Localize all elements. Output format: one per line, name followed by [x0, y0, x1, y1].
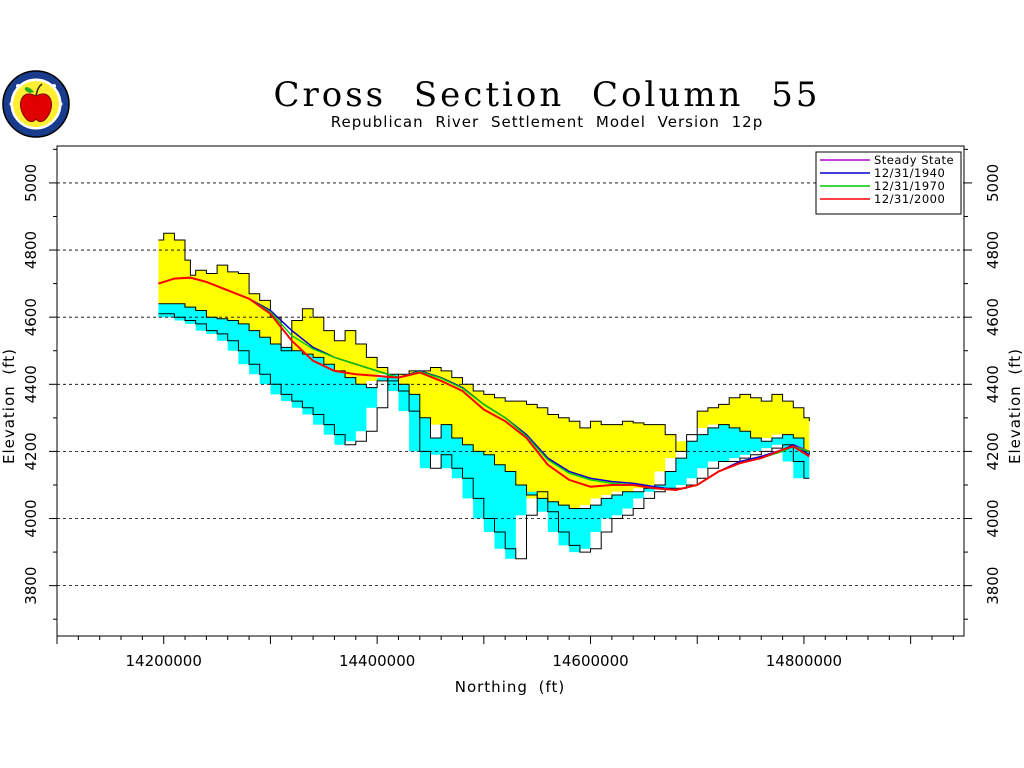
- y-axis-label-right: Elevation (ft): [1006, 348, 1024, 464]
- y-tick-label-right: 4000: [984, 499, 1002, 537]
- ticks: [49, 148, 972, 644]
- y-tick-label-left: 4000: [22, 499, 40, 537]
- upper-layer-fill: [158, 233, 810, 509]
- lower-layer-fill: [158, 303, 810, 559]
- chart-subtitle: Republican River Settlement Model Versio…: [331, 113, 763, 131]
- layer-outline-bottom: [158, 313, 810, 560]
- legend-box: [815, 151, 962, 215]
- legend-label: 12/31/2000: [874, 192, 945, 206]
- x-tick-label: 14400000: [339, 652, 415, 670]
- y-tick-label-right: 4800: [984, 231, 1002, 269]
- layer-outlines: [158, 232, 810, 560]
- legend: Steady State12/31/194012/31/197012/31/20…: [815, 151, 962, 215]
- legend-label: Steady State: [874, 153, 954, 167]
- series-lines: [158, 276, 810, 492]
- layer-outline-middle: [158, 303, 810, 509]
- y-tick-label-right: 3800: [984, 567, 1002, 605]
- x-tick-label: 14600000: [552, 652, 628, 670]
- legend-label: 12/31/1940: [874, 166, 945, 180]
- tick-labels: 14200000 14400000 14600000 14800000 3800 3800…: [22, 164, 1002, 670]
- y-tick-label-right: 4400: [984, 365, 1002, 403]
- y-tick-label-left: 4800: [22, 231, 40, 269]
- y-tick-label-left: 4600: [22, 298, 40, 336]
- x-axis-label: Northing (ft): [455, 678, 566, 696]
- y-tick-label-right: 4600: [984, 298, 1002, 336]
- y-axis-label-left: Elevation (ft): [0, 348, 18, 464]
- x-tick-label: 14200000: [126, 652, 202, 670]
- legend-label: 12/31/1970: [874, 179, 945, 193]
- layer-outline-top: [158, 232, 810, 452]
- layer-fills: [158, 233, 810, 559]
- plot-border: [56, 145, 965, 637]
- plot-frame: [57, 146, 964, 636]
- y-tick-label-right: 5000: [984, 164, 1002, 202]
- x-tick-label: 14800000: [766, 652, 842, 670]
- y-tick-label-right: 4200: [984, 432, 1002, 470]
- series-line: [158, 276, 810, 492]
- y-tick-label-left: 4400: [22, 365, 40, 403]
- y-tick-label-left: 5000: [22, 164, 40, 202]
- apple-icon: [20, 93, 52, 123]
- chart-title: Cross Section Column 55: [273, 75, 820, 115]
- seal-logo: [2, 70, 70, 138]
- y-tick-label-left: 4200: [22, 432, 40, 470]
- y-tick-label-left: 3800: [22, 567, 40, 605]
